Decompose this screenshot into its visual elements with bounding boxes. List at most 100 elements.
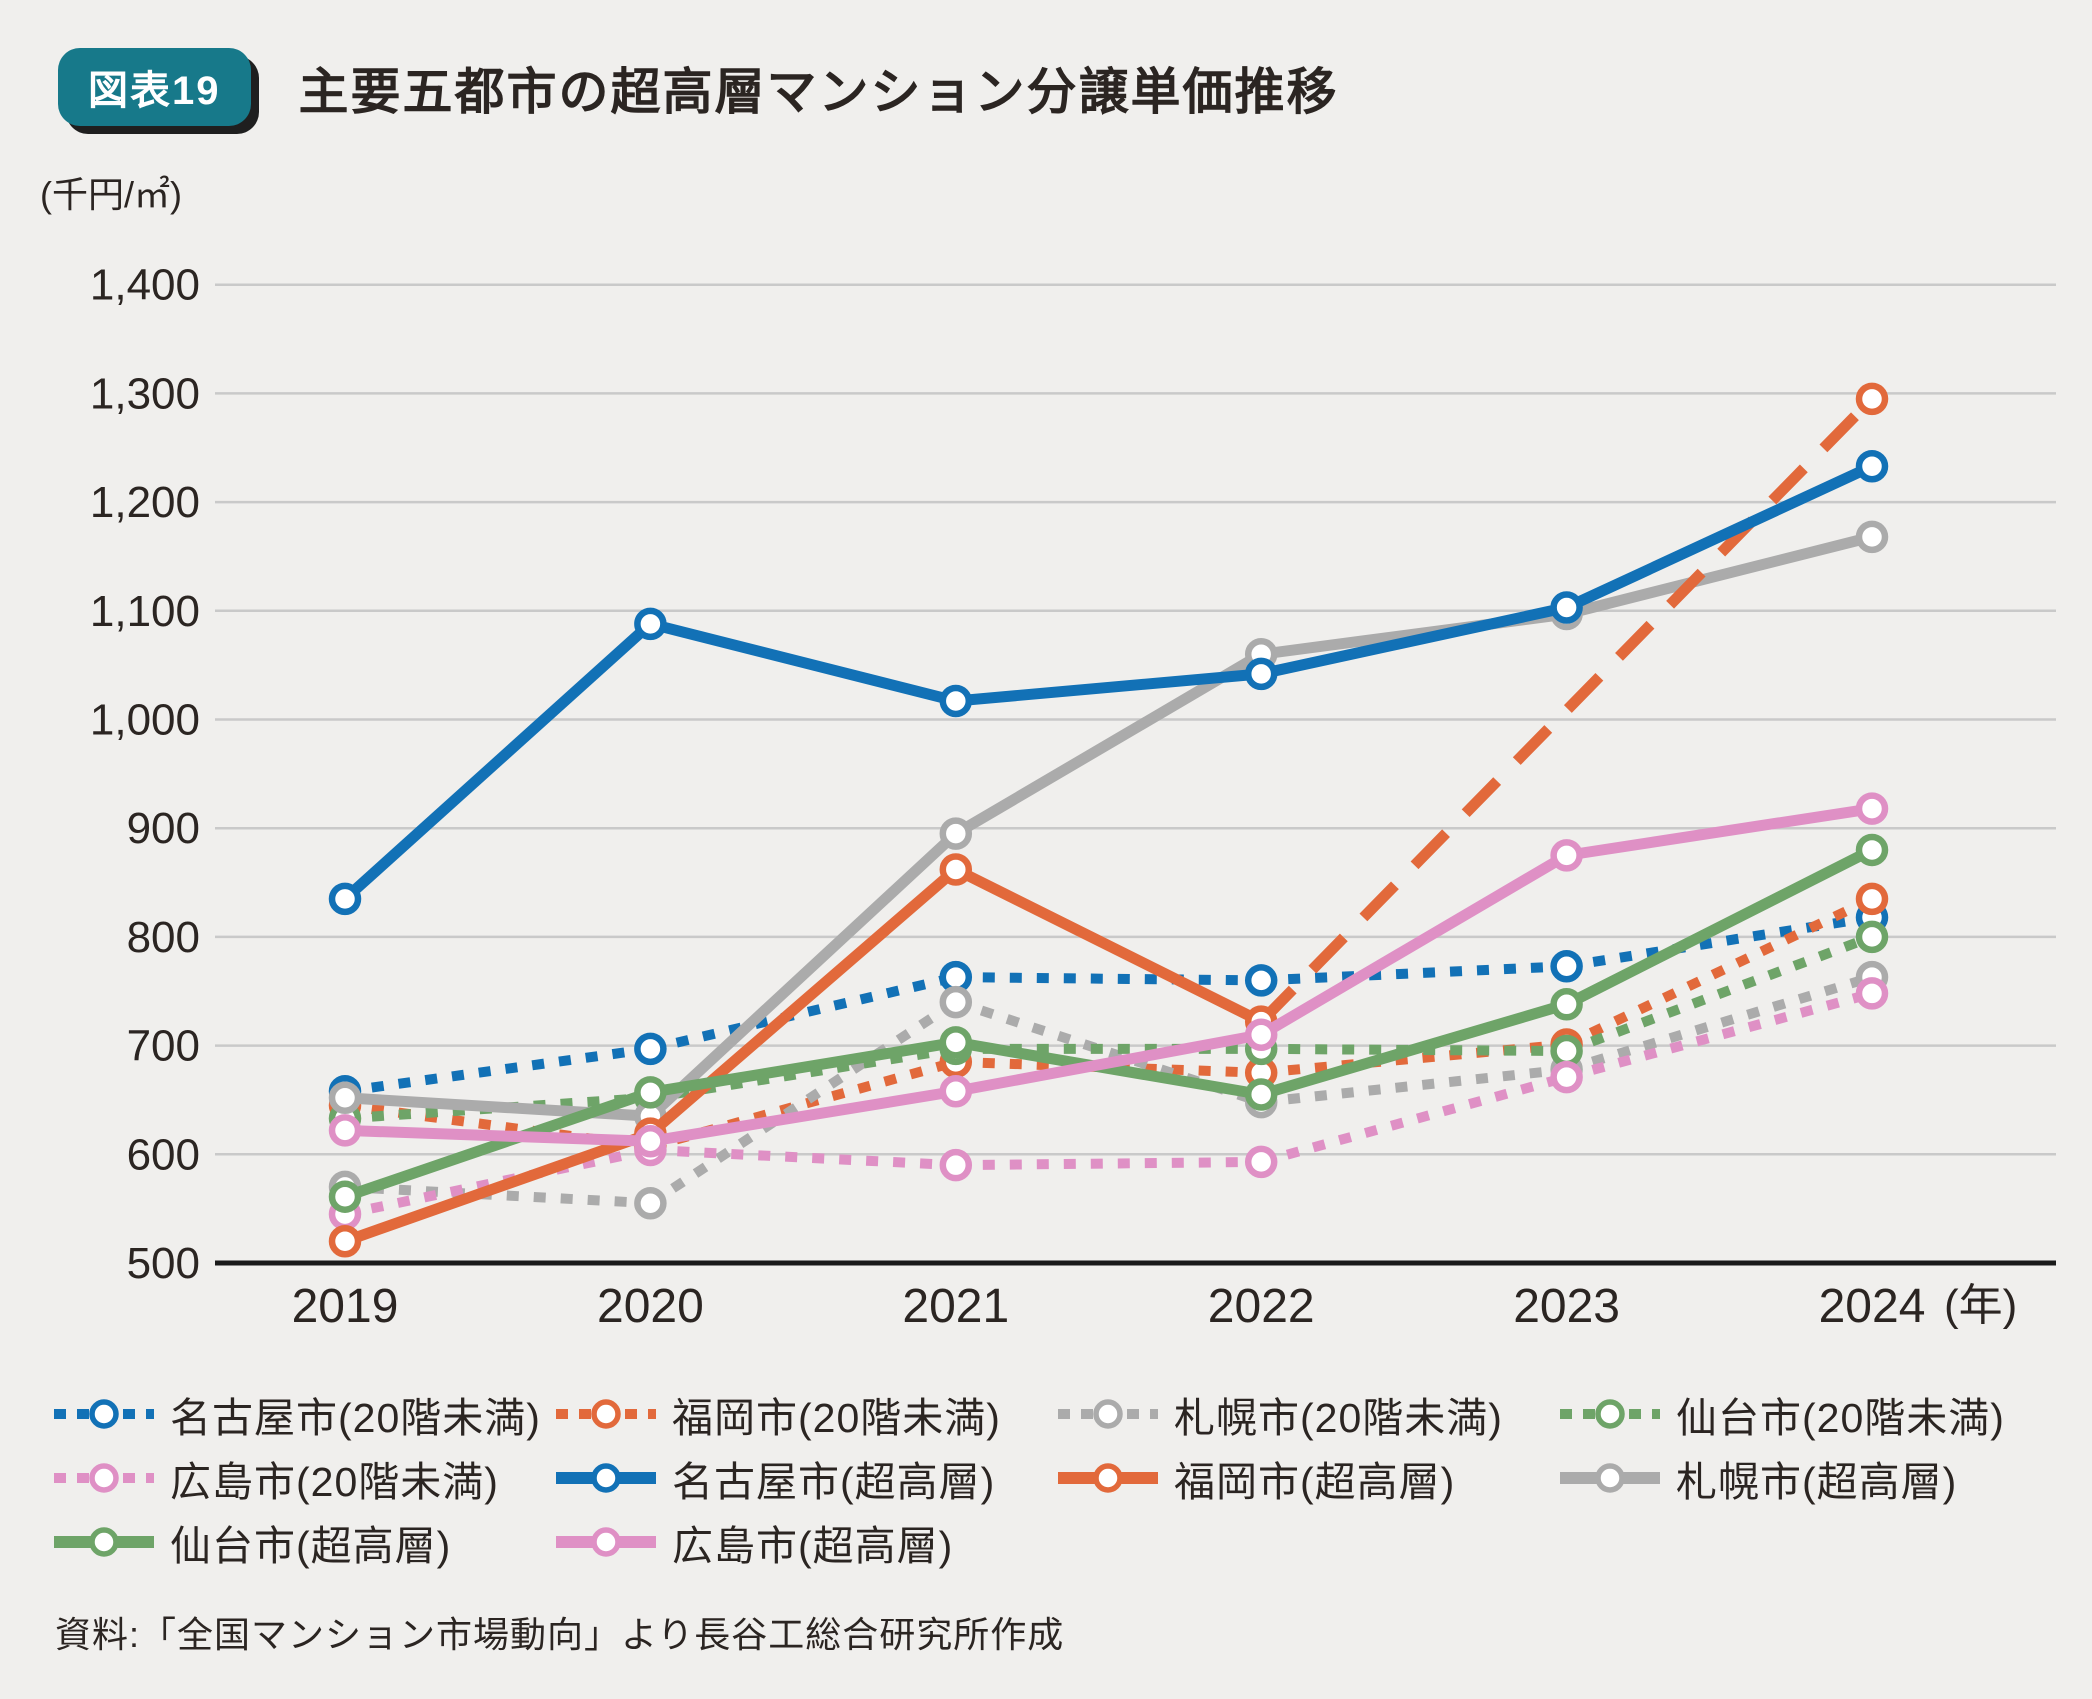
legend-item: 福岡市(超高層)	[1056, 1446, 1558, 1510]
data-point	[939, 1026, 973, 1059]
series-line-福岡市(20階未満)	[1564, 894, 1875, 1050]
legend-label: 名古屋市(超高層)	[672, 1459, 996, 1505]
page-title: 主要五都市の超高層マンション分譲単価推移	[298, 64, 1339, 120]
y-tick-label: 1,300	[90, 369, 200, 418]
y-tick-label: 900	[127, 804, 200, 853]
y-tick-label: 600	[127, 1130, 200, 1179]
data-point	[1244, 1145, 1278, 1179]
x-tick-label: 2021	[902, 1280, 1009, 1333]
legend-marker-icon	[54, 1527, 154, 1557]
series-line-仙台市(20階未満)	[1564, 932, 1874, 1056]
series-line-名古屋市(超高層)	[1564, 461, 1875, 613]
data-point	[939, 684, 973, 718]
data-point	[328, 1081, 362, 1115]
data-point	[1855, 977, 1889, 1010]
legend-item: 札幌市(20階未満)	[1056, 1382, 1558, 1446]
data-point	[1550, 949, 1583, 983]
y-tick-label: 1,400	[90, 261, 200, 310]
legend-label: 札幌市(20階未満)	[1174, 1395, 1503, 1441]
series-line-福岡市(超高層)	[646, 865, 960, 1138]
series-line-名古屋市(超高層)	[955, 668, 1262, 707]
x-tick-label: 2024	[1819, 1280, 1926, 1333]
series-line-広島市(超高層)	[1258, 850, 1570, 1040]
data-point	[939, 817, 973, 850]
data-point	[634, 1076, 667, 1109]
series-line-名古屋市(超高層)	[341, 619, 655, 903]
legend-marker-icon	[556, 1527, 656, 1557]
x-tick-label: 2022	[1208, 1280, 1315, 1333]
data-point	[1550, 839, 1583, 872]
series-line-広島市(超高層)	[954, 1029, 1263, 1097]
series-line-名古屋市(超高層)	[1260, 602, 1568, 680]
data-point	[634, 1125, 667, 1158]
y-tick-label: 1,000	[90, 696, 200, 745]
series-line-仙台市(超高層)	[1259, 999, 1569, 1100]
x-axis-unit-label: (年)	[1944, 1281, 2017, 1330]
series-line-札幌市(超高層)	[646, 829, 960, 1121]
data-point	[328, 882, 362, 916]
series-line-広島市(20階未満)	[1565, 988, 1874, 1082]
legend-item: 名古屋市(20階未満)	[52, 1382, 554, 1446]
x-tick-label: 2019	[292, 1280, 399, 1333]
series-line-仙台市(20階未満)	[1261, 1043, 1567, 1057]
legend-marker-icon	[556, 1463, 656, 1493]
legend-label: 広島市(20階未満)	[170, 1459, 499, 1505]
data-point	[328, 1114, 362, 1147]
series-line-仙台市(超高層)	[1564, 845, 1875, 1010]
data-point	[1244, 1078, 1278, 1111]
legend-item: 仙台市(20階未満)	[1558, 1382, 2060, 1446]
series-line-福岡市(超高層)	[343, 1128, 653, 1247]
series-line-仙台市(超高層)	[649, 1036, 957, 1098]
series-line-名古屋市(20階未満)	[344, 1043, 652, 1097]
series-line-広島市(20階未満)	[1259, 1072, 1568, 1167]
legend-marker-icon	[1058, 1463, 1158, 1493]
data-point	[634, 1186, 667, 1220]
legend-marker-icon	[1058, 1399, 1158, 1429]
source-note: 資料:「全国マンション市場動向」より長谷工総合研究所作成	[55, 1614, 1065, 1655]
data-point	[939, 853, 973, 886]
data-point	[1855, 920, 1889, 954]
series-line-名古屋市(超高層)	[649, 618, 958, 707]
legend-item: 福岡市(20階未満)	[554, 1382, 1056, 1446]
data-point	[939, 1075, 973, 1108]
series-line-広島市(超高層)	[1565, 803, 1873, 861]
series-line-広島市(20階未満)	[955, 1156, 1262, 1171]
data-point	[1550, 988, 1583, 1021]
legend-label: 仙台市(20階未満)	[1676, 1395, 2005, 1441]
series-line-札幌市(20階未満)	[647, 997, 959, 1208]
legend-marker-icon	[54, 1463, 154, 1493]
data-point	[328, 1180, 362, 1213]
series-line-札幌市(20階未満)	[344, 1181, 651, 1209]
legend-label: 仙台市(超高層)	[170, 1523, 452, 1569]
x-tick-label: 2023	[1513, 1280, 1620, 1333]
legend-marker-icon	[1560, 1463, 1660, 1493]
data-point	[1550, 1060, 1583, 1094]
legend-label: 名古屋市(20階未満)	[170, 1395, 541, 1441]
data-point	[1550, 591, 1583, 624]
series-line-福岡市(20階未満)	[955, 1056, 1262, 1078]
data-point	[939, 985, 973, 1019]
data-point	[1244, 1018, 1278, 1051]
legend-marker-icon	[1560, 1399, 1660, 1429]
legend-label: 札幌市(超高層)	[1676, 1459, 1958, 1505]
figure-number-badge: 図表19	[58, 48, 251, 126]
legend-label: 福岡市(20階未満)	[672, 1395, 1001, 1441]
series-line-名古屋市(20階未満)	[955, 972, 1262, 986]
legend-label: 福岡市(超高層)	[1174, 1459, 1456, 1505]
y-tick-label: 500	[127, 1239, 200, 1288]
y-tick-label: 1,100	[90, 587, 200, 636]
series-line-札幌市(超高層)	[953, 649, 1264, 839]
series-line-広島市(超高層)	[649, 1085, 957, 1147]
data-point	[1855, 792, 1889, 825]
series-line-広島市(20階未満)	[650, 1144, 957, 1171]
series-line-仙台市(超高層)	[343, 1087, 653, 1202]
y-tick-label: 800	[127, 913, 200, 962]
data-point	[634, 607, 667, 641]
legend-item: 名古屋市(超高層)	[554, 1446, 1056, 1510]
legend-label: 広島市(超高層)	[672, 1523, 954, 1569]
data-point	[1244, 657, 1278, 691]
chart-legend: 名古屋市(20階未満) 福岡市(20階未満) 札幌市(20階未満) 仙台市(20階未満…	[52, 1382, 2062, 1574]
legend-item: 広島市(20階未満)	[52, 1446, 554, 1510]
x-tick-label: 2020	[597, 1280, 704, 1333]
